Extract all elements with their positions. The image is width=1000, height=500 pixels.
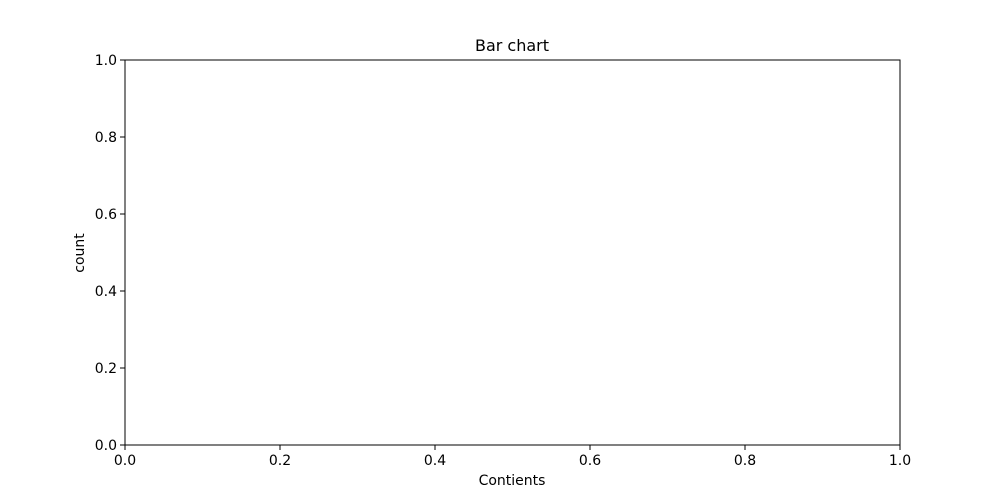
plot-area-frame (124, 59, 901, 446)
x-tick-label: 0.0 (114, 453, 136, 469)
y-axis-title: count (72, 233, 88, 273)
x-tick-label: 1.0 (889, 453, 911, 469)
x-axis-title: Contients (479, 473, 546, 489)
y-tick-label: 0.4 (95, 284, 117, 300)
y-tick-label: 1.0 (95, 53, 117, 69)
x-axis-ticks: 0.0 0.2 0.4 0.6 0.8 1.0 (114, 445, 911, 469)
y-tick-label: 0.2 (95, 361, 117, 377)
x-tick-label: 0.4 (424, 453, 446, 469)
y-axis-ticks: 0.0 0.2 0.4 0.6 0.8 1.0 (95, 53, 125, 454)
x-tick-label: 0.2 (269, 453, 291, 469)
chart-title: Bar chart (475, 36, 549, 55)
y-tick-label: 0.6 (95, 207, 117, 223)
y-tick-label: 0.8 (95, 130, 117, 146)
x-tick-label: 0.6 (579, 453, 601, 469)
x-tick-label: 0.8 (734, 453, 756, 469)
y-tick-label: 0.0 (95, 438, 117, 454)
